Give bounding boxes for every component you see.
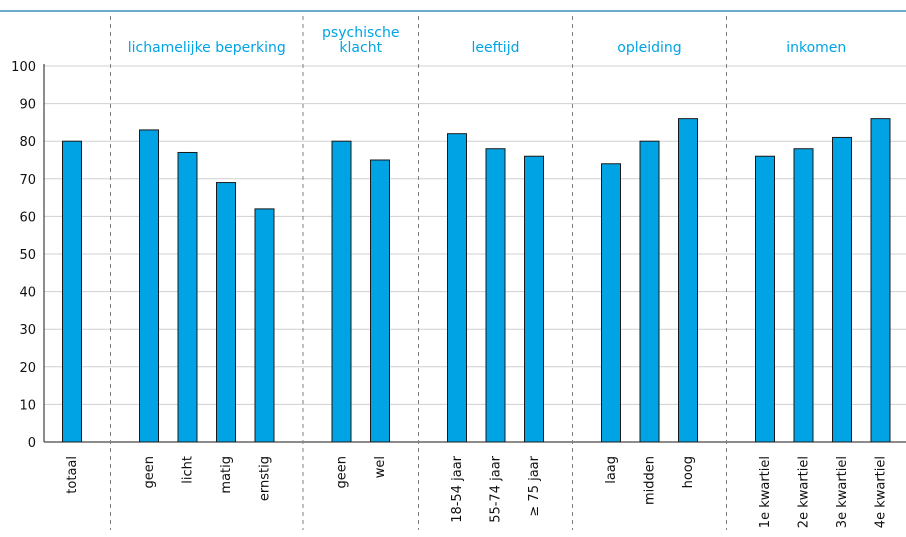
bar [62, 140, 82, 443]
category-label: laag [604, 456, 619, 484]
y-tick-label: 20 [19, 361, 36, 376]
category-label: midden [643, 456, 658, 505]
bar [370, 159, 390, 443]
bar [139, 129, 159, 443]
category-label: wel [373, 456, 388, 478]
group-label: leeftijd [472, 40, 520, 56]
y-tick-label: 50 [19, 248, 36, 263]
bar [485, 148, 506, 443]
category-label: ernstig [258, 456, 273, 501]
category-label: geen [335, 456, 350, 489]
bar [524, 155, 544, 443]
bar [177, 151, 198, 443]
y-tick-label: 100 [11, 60, 36, 75]
category-label: 1e kwartiel [758, 456, 773, 528]
group-label: inkomen [786, 40, 846, 56]
y-tick-label: 0 [28, 436, 36, 451]
category-label: hoog [681, 456, 696, 488]
category-label: 55-74 jaar [489, 455, 504, 522]
y-tick-label: 10 [19, 398, 36, 413]
category-label: 2e kwartiel [797, 456, 812, 528]
category-label: licht [181, 456, 196, 484]
group-label: lichamelijke beperking [128, 40, 286, 56]
y-tick-label: 60 [19, 210, 36, 225]
category-label: totaal [65, 456, 80, 494]
category-label: matig [219, 456, 234, 494]
bar [601, 163, 621, 443]
bar [678, 118, 698, 443]
category-label: 3e kwartiel [835, 456, 850, 528]
y-tick-label: 40 [19, 286, 36, 301]
y-tick-label: 30 [19, 323, 36, 338]
y-tick-label: 70 [19, 173, 36, 188]
category-label: 18-54 jaar [450, 455, 465, 522]
bar [639, 140, 660, 443]
bar [832, 136, 852, 443]
category-label: geen [142, 456, 157, 489]
y-tick-label: 80 [19, 135, 36, 150]
bar [793, 148, 814, 443]
bar [870, 118, 891, 443]
bar [755, 155, 775, 443]
bar [331, 140, 352, 443]
bar [254, 208, 275, 443]
category-label: 4e kwartiel [874, 456, 889, 528]
group-label: opleiding [617, 40, 681, 56]
bar [216, 182, 236, 443]
bar [447, 133, 467, 443]
group-label: klacht [339, 40, 382, 56]
group-label: psychische [322, 25, 399, 41]
category-label: ≥ 75 jaar [527, 455, 542, 516]
y-tick-label: 90 [19, 98, 36, 113]
